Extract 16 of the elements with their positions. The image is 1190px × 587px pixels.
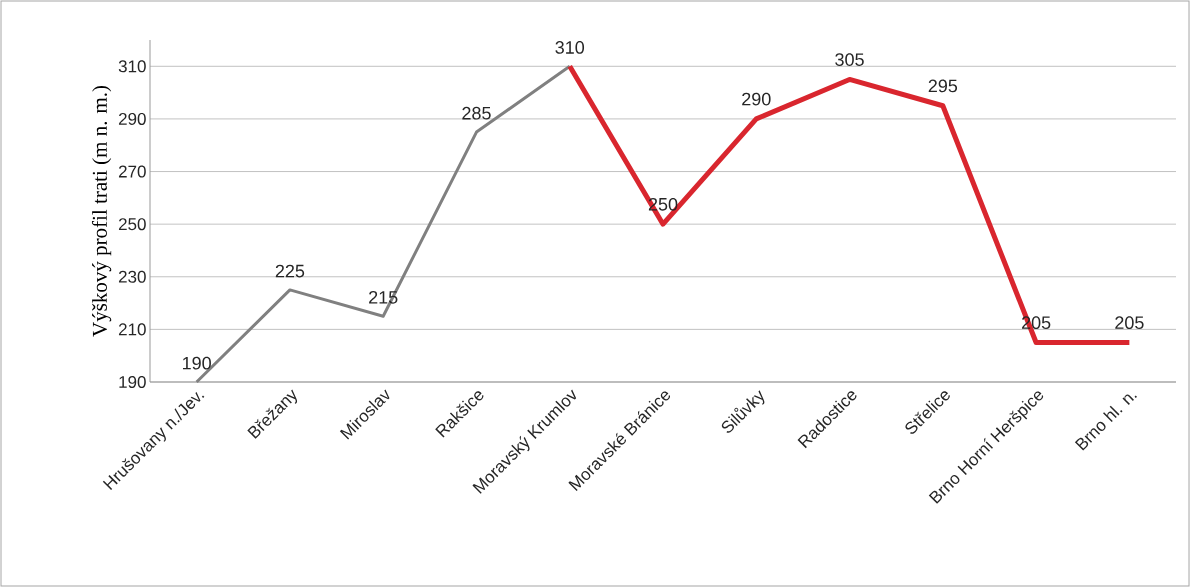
data-label: 295	[928, 79, 958, 93]
data-label: 305	[835, 53, 864, 66]
y-tick-label: 210	[118, 323, 146, 336]
data-label: 285	[462, 106, 491, 120]
y-tick-label: 310	[118, 60, 146, 73]
data-label: 225	[275, 264, 305, 278]
y-tick-label: 190	[119, 375, 146, 389]
y-tick-label: 270	[118, 165, 146, 178]
data-label: 290	[742, 92, 771, 106]
y-tick-label: 230	[118, 270, 146, 283]
data-label: 205	[1115, 316, 1144, 330]
y-tick-label: 250	[118, 218, 146, 231]
data-label: 190	[182, 356, 211, 370]
y-tick-label: 290	[118, 112, 146, 125]
y-axis-title: Výškový profil trati (m n. m.)	[91, 85, 112, 337]
data-label: 310	[555, 41, 585, 54]
